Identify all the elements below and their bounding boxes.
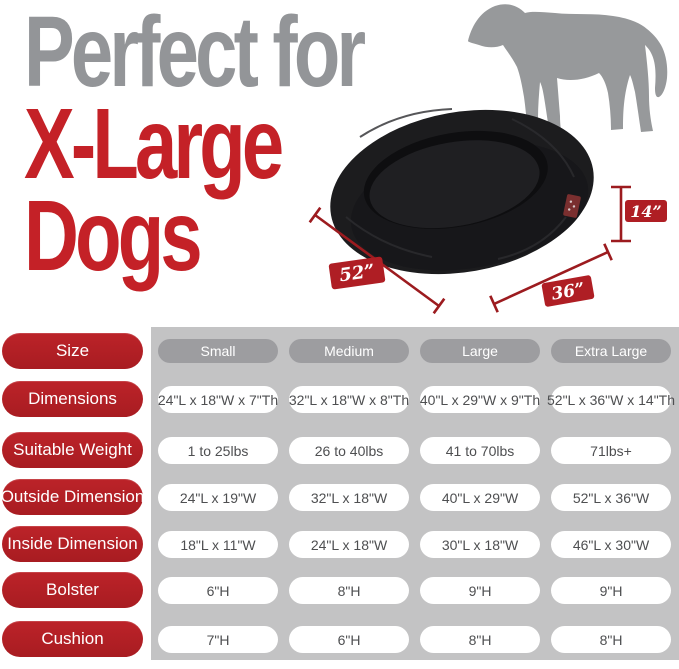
spec-value-dimensions-small: 24"L x 18"W x 7"Th <box>158 386 278 413</box>
row-header-outside-dimension: Outside Dimension <box>1 479 144 515</box>
spec-value-weight-xlarge: 71lbs+ <box>551 437 671 464</box>
spec-value-bolster-small: 6"H <box>158 577 278 604</box>
dimension-label-length: 52” <box>328 256 386 290</box>
spec-value-outside-large: 40"L x 29"W <box>420 484 540 511</box>
spec-value-dimensions-large: 40"L x 29"W x 9"Th <box>420 386 540 413</box>
headline-size-line2: Dogs <box>24 180 203 292</box>
spec-value-inside-medium: 24"L x 18"W <box>289 531 409 558</box>
headline-prefix: Perfect for <box>24 0 366 108</box>
spec-value-outside-medium: 32"L x 18"W <box>289 484 409 511</box>
spec-value-weight-large: 41 to 70lbs <box>420 437 540 464</box>
spec-value-inside-small: 18"L x 11"W <box>158 531 278 558</box>
spec-value-inside-xlarge: 46"L x 30"W <box>551 531 671 558</box>
spec-value-cushion-small: 7"H <box>158 626 278 653</box>
spec-value-dimensions-medium: 32"L x 18"W x 8"Th <box>289 386 409 413</box>
dog-silhouette-icon <box>468 4 668 141</box>
row-header-bolster: Bolster <box>2 572 143 608</box>
row-header-dimensions: Dimensions <box>2 381 143 417</box>
headline: Perfect for X-Large Dogs <box>24 0 366 292</box>
spec-value-dimensions-xlarge: 52"L x 36"W x 14"Th <box>547 386 675 413</box>
dimension-line-width <box>489 243 613 313</box>
brand-tag-icon <box>563 194 581 218</box>
spec-value-weight-medium: 26 to 40lbs <box>289 437 409 464</box>
spec-value-bolster-medium: 8"H <box>289 577 409 604</box>
dimension-line-height <box>611 185 631 243</box>
row-header-suitable-weight: Suitable Weight <box>2 432 143 468</box>
spec-value-bolster-xlarge: 9"H <box>551 577 671 604</box>
spec-value-weight-small: 1 to 25lbs <box>158 437 278 464</box>
spec-value-outside-xlarge: 52"L x 36"W <box>551 484 671 511</box>
spec-value-cushion-medium: 6"H <box>289 626 409 653</box>
dimension-label-height: 14” <box>625 200 667 222</box>
spec-value-inside-large: 30"L x 18"W <box>420 531 540 558</box>
spec-value-outside-small: 24"L x 19"W <box>158 484 278 511</box>
spec-value-cushion-xlarge: 8"H <box>551 626 671 653</box>
bolster-dog-bed-photo <box>330 109 594 275</box>
row-header-cushion: Cushion <box>2 621 143 657</box>
column-header-extra-large: Extra Large <box>551 339 671 363</box>
column-header-small: Small <box>158 339 278 363</box>
spec-value-bolster-large: 9"H <box>420 577 540 604</box>
headline-size-line1: X-Large <box>24 88 284 200</box>
column-header-medium: Medium <box>289 339 409 363</box>
row-header-inside-dimension: Inside Dimension <box>2 526 143 562</box>
bed-dimension-diagram: 52” 36” 14” <box>308 108 667 315</box>
bed-fold-lines <box>345 108 575 260</box>
svg-text:52”: 52” <box>338 261 376 287</box>
svg-text:14”: 14” <box>630 202 661 221</box>
row-header-size: Size <box>2 333 143 369</box>
column-header-large: Large <box>420 339 540 363</box>
dimension-label-width: 36” <box>541 275 595 307</box>
spec-value-cushion-large: 8"H <box>420 626 540 653</box>
